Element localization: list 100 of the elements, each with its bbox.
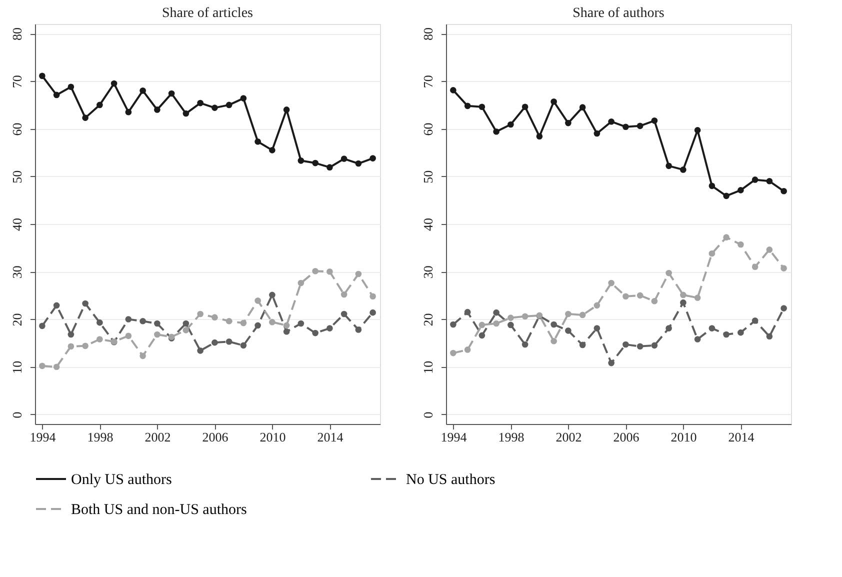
point (370, 293, 376, 300)
point (82, 300, 88, 307)
point (780, 305, 787, 312)
point (254, 298, 261, 304)
x-tick-label: 2002 (556, 430, 582, 444)
point (340, 310, 348, 318)
point (651, 298, 658, 304)
point (197, 100, 204, 106)
point (326, 268, 333, 275)
point (96, 102, 103, 108)
point (326, 325, 333, 332)
point (708, 182, 716, 190)
y-tick-label: 0 (10, 412, 24, 418)
point (269, 318, 276, 326)
point (68, 331, 74, 338)
point (550, 321, 557, 328)
point (565, 120, 572, 126)
point (493, 320, 500, 327)
point (636, 292, 644, 299)
point (182, 320, 190, 327)
point (298, 280, 304, 286)
point (622, 341, 629, 348)
y-tick-label: 60 (420, 122, 436, 136)
point (594, 325, 600, 332)
point (168, 90, 175, 97)
point (723, 192, 730, 200)
y-tick-label: 50 (420, 170, 436, 184)
point (478, 332, 486, 339)
y-tick-label: 80 (420, 28, 436, 41)
point (355, 160, 362, 167)
point (594, 302, 600, 309)
y-tick-label: 40 (420, 218, 436, 231)
y-tick-label: 30 (420, 266, 436, 279)
point (283, 106, 290, 113)
point (565, 328, 572, 334)
point (240, 95, 247, 102)
point (752, 176, 758, 183)
point (752, 264, 758, 270)
point (680, 166, 686, 173)
point (780, 188, 787, 194)
point (53, 302, 60, 309)
point (723, 331, 730, 338)
point (680, 292, 686, 298)
y-tick-label: 0 (420, 412, 436, 418)
point (197, 310, 204, 318)
point (254, 322, 261, 329)
point (125, 332, 132, 340)
point (283, 328, 290, 335)
y-tick-label: 50 (10, 170, 24, 184)
point (269, 147, 276, 154)
point (283, 322, 290, 329)
point (622, 293, 629, 300)
x-tick-label: 1994 (30, 430, 56, 444)
x-tick-label: 2006 (202, 430, 229, 444)
point (694, 294, 701, 301)
point (651, 342, 658, 349)
point (493, 309, 500, 316)
point (708, 250, 716, 257)
point (766, 178, 773, 184)
point (766, 246, 773, 253)
legend-label: No US authors (406, 472, 496, 488)
point (738, 329, 744, 336)
point (197, 348, 204, 354)
point (708, 325, 716, 332)
y-tick-label: 10 (10, 360, 24, 374)
point (579, 342, 586, 348)
x-tick-label: 2014 (728, 430, 755, 444)
point (550, 98, 557, 105)
y-tick-label: 70 (420, 75, 436, 88)
point (780, 265, 787, 272)
point (312, 160, 318, 166)
x-tick-label: 1998 (87, 430, 114, 444)
point (594, 130, 600, 137)
point (140, 318, 146, 324)
point (680, 299, 686, 306)
point (508, 322, 514, 328)
x-tick-label: 2010 (260, 430, 286, 444)
point (508, 121, 514, 128)
y-tick-label: 80 (10, 28, 24, 41)
point (636, 343, 644, 350)
point (522, 313, 528, 320)
point (154, 106, 160, 113)
point (96, 319, 103, 326)
point (53, 364, 60, 370)
point (738, 241, 744, 248)
point (464, 346, 471, 353)
legend-label: Both US and non-US authors (71, 502, 247, 518)
point (622, 124, 629, 130)
point (666, 325, 672, 332)
point (493, 128, 500, 135)
point (212, 104, 218, 111)
point (53, 92, 60, 98)
point (226, 102, 232, 108)
point (226, 338, 232, 345)
point (608, 280, 614, 286)
point (212, 339, 218, 346)
x-tick-label: 2010 (670, 430, 697, 444)
y-tick-label: 40 (10, 218, 24, 231)
point (694, 127, 701, 134)
point (140, 88, 146, 94)
